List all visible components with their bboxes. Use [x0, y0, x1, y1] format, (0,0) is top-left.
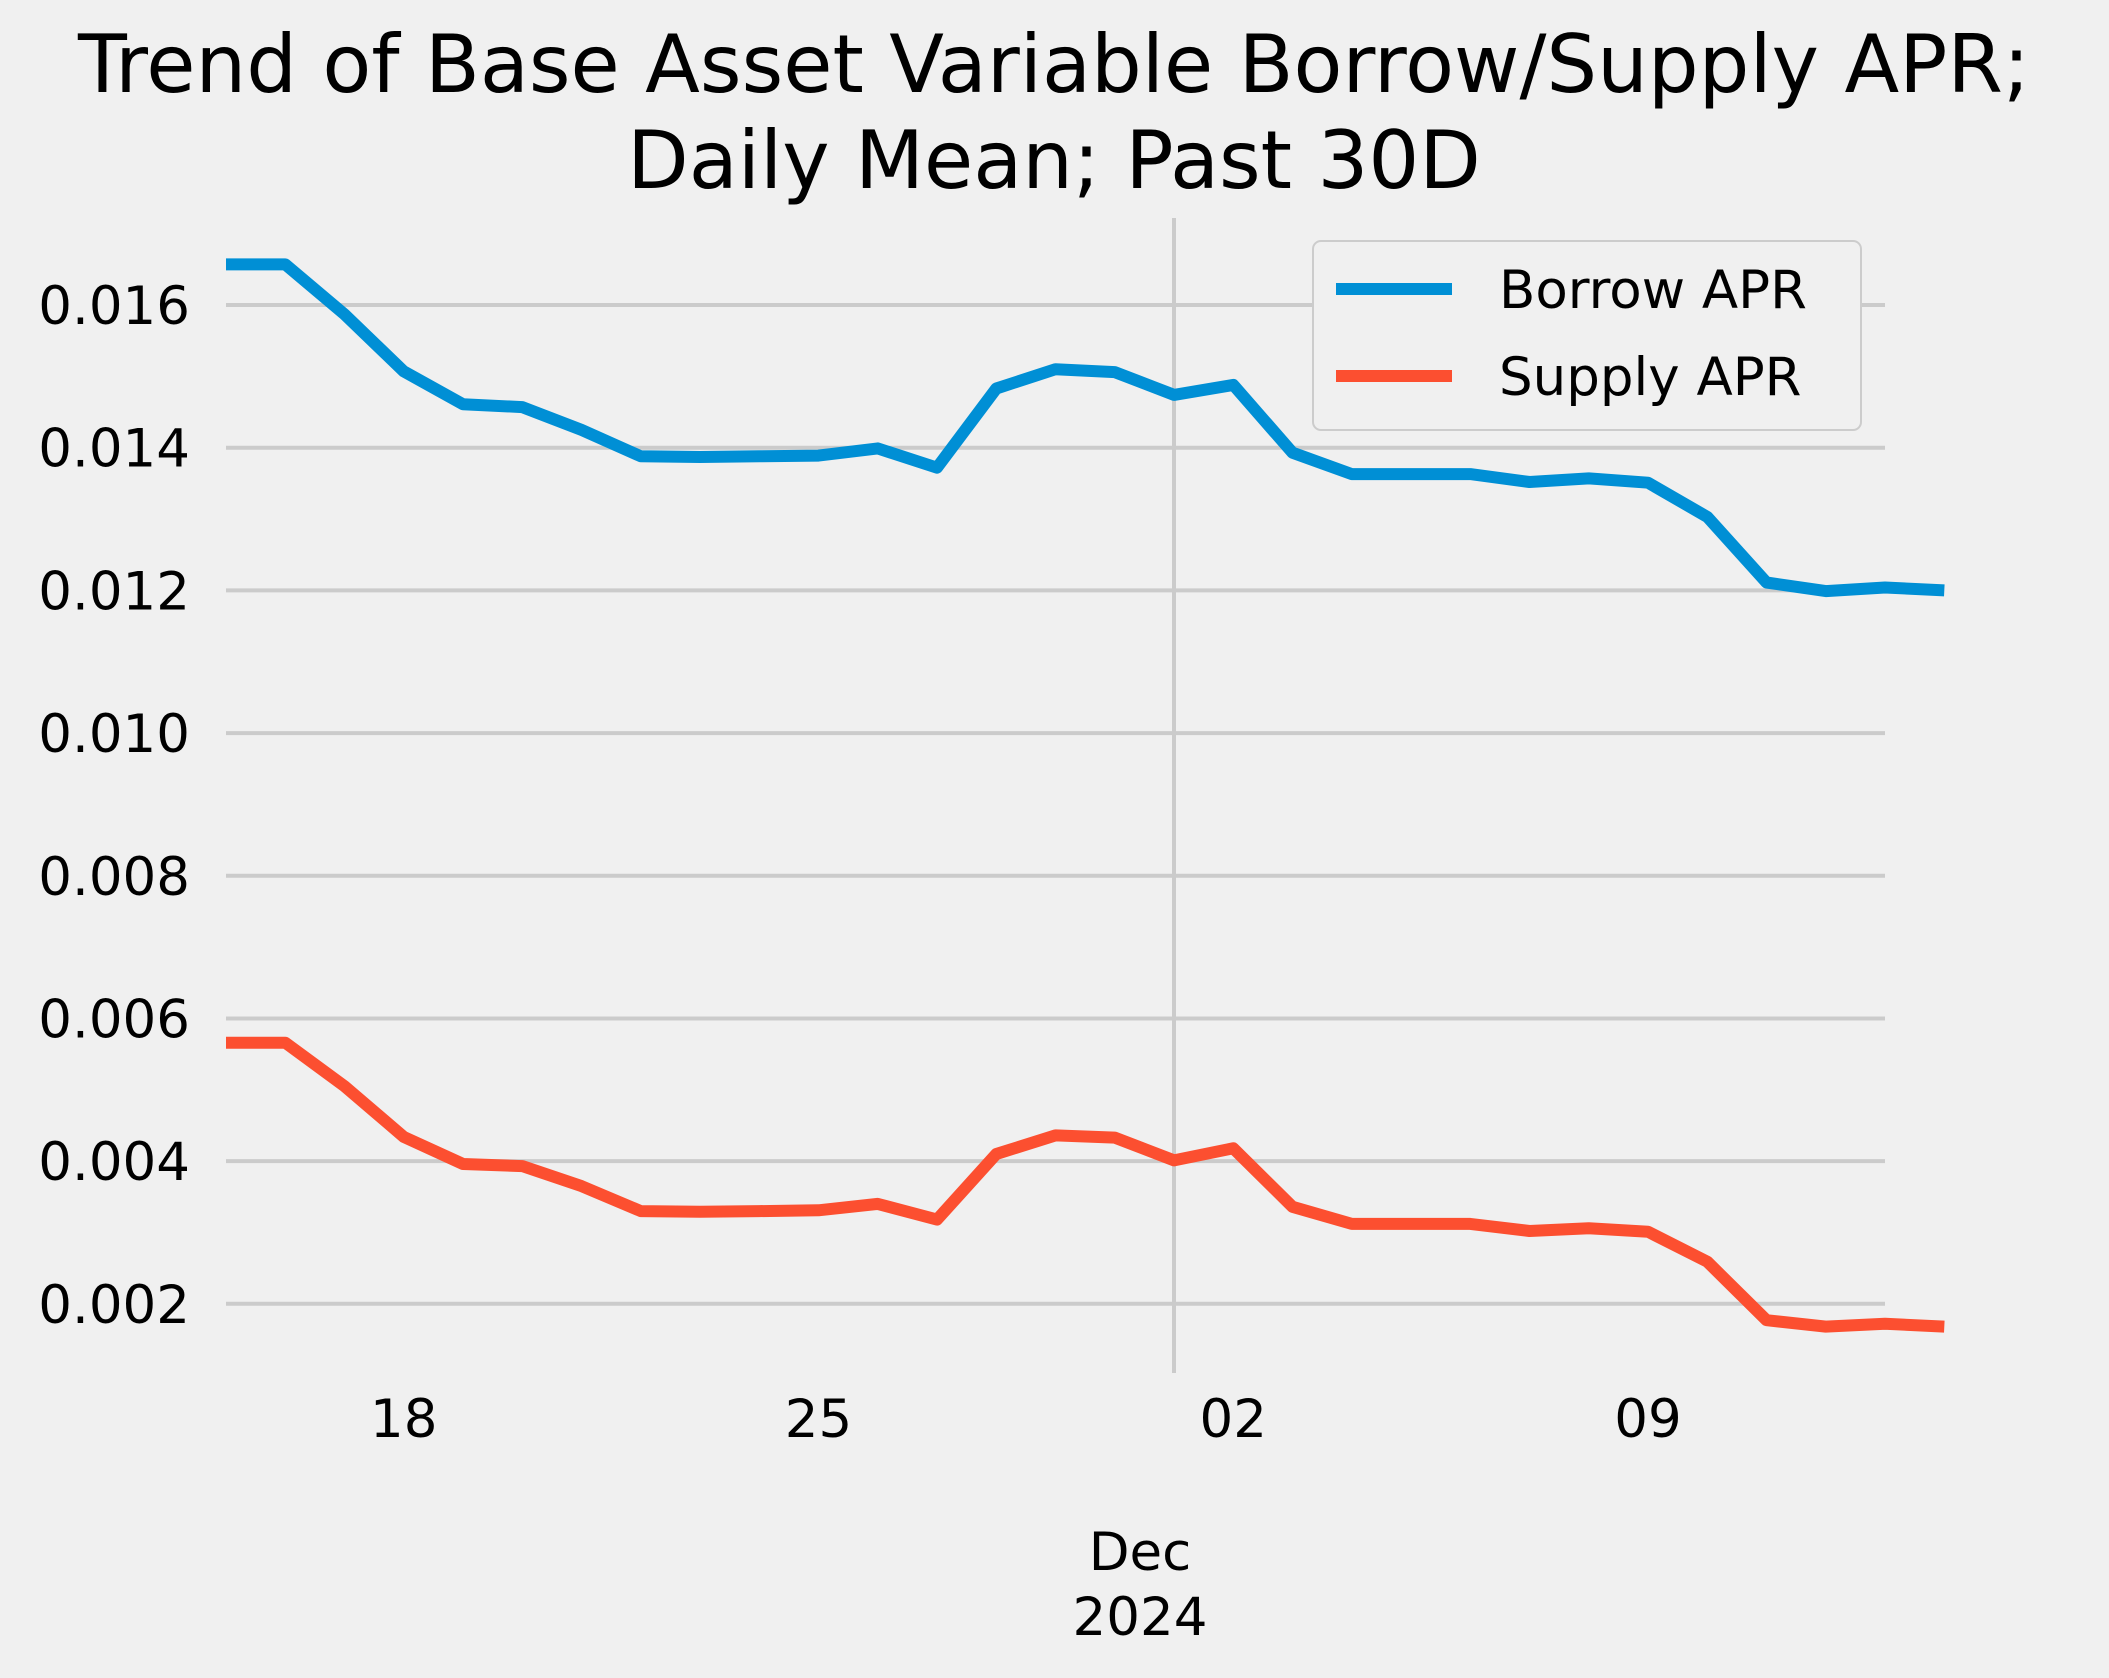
y-tick-label: 0.002 — [38, 1275, 190, 1336]
x-tick-label: 25 — [785, 1389, 852, 1450]
chart-title-line-1: Trend of Base Asset Variable Borrow/Supp… — [77, 18, 2030, 111]
x-tick-labels: 18 25 02 09 — [370, 1389, 1682, 1450]
y-tick-label: 0.012 — [38, 561, 190, 622]
series-line-supply-apr — [226, 1036, 1945, 1333]
legend: Borrow APR Supply APR — [1312, 240, 1862, 431]
x-major-label: Dec 2024 — [1073, 1522, 1208, 1648]
y-tick-label: 0.016 — [38, 276, 190, 337]
chart-title-line-2: Daily Mean; Past 30D — [627, 114, 1481, 207]
y-tick-label: 0.004 — [38, 1132, 190, 1193]
x-tick-label: 18 — [370, 1389, 437, 1450]
legend-label-borrow: Borrow APR — [1499, 260, 1807, 321]
series-layer — [226, 258, 1945, 1333]
chart-title: Trend of Base Asset Variable Borrow/Supp… — [77, 18, 2030, 207]
y-tick-label: 0.006 — [38, 989, 190, 1050]
x-major-label-year: 2024 — [1073, 1587, 1208, 1648]
x-major-label-month: Dec — [1089, 1522, 1192, 1583]
x-tick-label: 09 — [1614, 1389, 1681, 1450]
y-tick-label: 0.014 — [38, 419, 190, 480]
series-line-borrow-apr — [226, 258, 1945, 598]
x-tick-label: 02 — [1200, 1389, 1267, 1450]
y-tick-label: 0.010 — [38, 704, 190, 765]
legend-label-supply: Supply APR — [1499, 347, 1802, 408]
y-tick-label: 0.008 — [38, 847, 190, 908]
y-tick-labels: 0.002 0.004 0.006 0.008 0.010 0.012 0.014 0.016 — [38, 276, 190, 1336]
